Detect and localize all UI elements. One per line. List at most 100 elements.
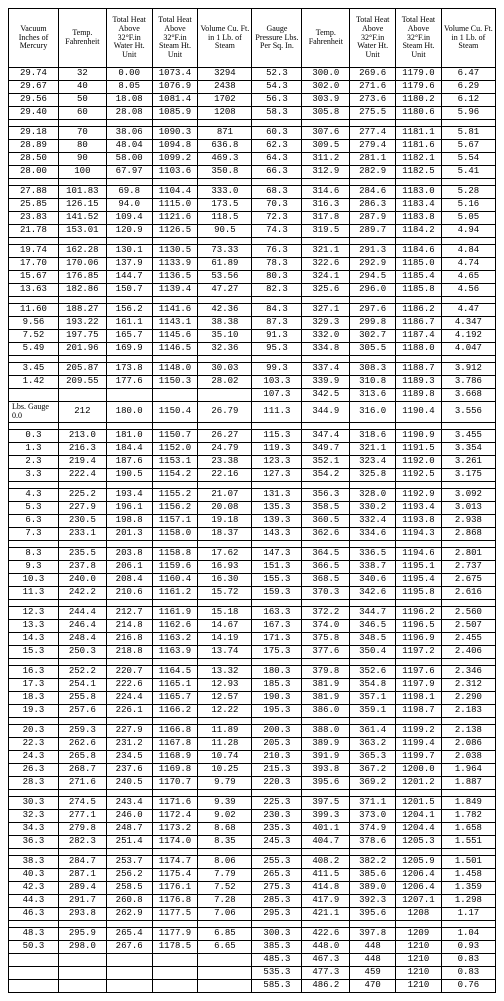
table-cell: 1193.4 <box>396 501 442 514</box>
table-cell: 279.8 <box>58 822 106 835</box>
table-cell: 1150.4 <box>152 402 198 423</box>
table-cell: 395.6 <box>302 776 350 789</box>
table-cell: 1161.9 <box>152 606 198 619</box>
table-cell: 255.3 <box>252 855 302 868</box>
table-cell: 317.8 <box>302 212 350 225</box>
table-cell: 1076.9 <box>152 81 198 94</box>
table-cell: 5.67 <box>441 140 495 153</box>
table-cell: 4.47 <box>441 304 495 317</box>
table-cell: 309.5 <box>302 140 350 153</box>
table-row: 44.3291.7260.81176.87.28285.3417.9392.31… <box>9 894 496 907</box>
table-cell: 67.97 <box>106 166 152 179</box>
table-cell: 115.3 <box>252 429 302 442</box>
table-cell: 265.4 <box>106 927 152 940</box>
table-cell: 1167.8 <box>152 737 198 750</box>
table-cell: 34.3 <box>9 822 59 835</box>
table-cell: 1164.5 <box>152 665 198 678</box>
table-cell: 131.3 <box>252 488 302 501</box>
table-cell: 3.3 <box>9 468 59 481</box>
table-cell: 26.27 <box>198 429 252 442</box>
table-cell: 252.2 <box>58 665 106 678</box>
table-cell: 16.93 <box>198 560 252 573</box>
table-cell: 1172.4 <box>152 809 198 822</box>
table-cell: 347.4 <box>302 429 350 442</box>
table-cell: 1183.4 <box>396 199 442 212</box>
table-cell: 2.086 <box>441 737 495 750</box>
table-cell: 32.36 <box>198 343 252 356</box>
table-cell: 1169.8 <box>152 763 198 776</box>
table-cell: 209.55 <box>58 376 106 389</box>
table-cell: 289.7 <box>350 225 396 238</box>
table-cell: 135.3 <box>252 501 302 514</box>
table-cell: 1210 <box>396 966 442 979</box>
table-cell: 1.887 <box>441 776 495 789</box>
table-row: 5.49201.96169.91146.532.3695.3334.8305.5… <box>9 343 496 356</box>
table-cell: 1191.5 <box>396 442 442 455</box>
table-cell: 8.05 <box>106 81 152 94</box>
table-cell: 7.3 <box>9 527 59 540</box>
table-cell: 4.65 <box>441 271 495 284</box>
table-row: 25.85126.1594.01115.0173.570.3316.3286.3… <box>9 199 496 212</box>
table-row: 16.3252.2220.71164.513.32180.3379.8352.6… <box>9 665 496 678</box>
table-cell: 123.3 <box>252 455 302 468</box>
table-cell: 1085.9 <box>152 107 198 120</box>
table-cell: 1174.0 <box>152 835 198 848</box>
table-cell: 1210 <box>396 940 442 953</box>
table-cell: 282.9 <box>350 166 396 179</box>
table-cell: 477.3 <box>302 966 350 979</box>
table-cell: 0.93 <box>441 940 495 953</box>
table-cell: 18.37 <box>198 527 252 540</box>
table-cell: 1205.3 <box>396 835 442 848</box>
table-cell <box>198 389 252 402</box>
group-separator <box>9 540 496 547</box>
table-cell: 87.3 <box>252 317 302 330</box>
table-cell: 1173.2 <box>152 822 198 835</box>
table-cell: 176.85 <box>58 271 106 284</box>
table-cell: 5.41 <box>441 166 495 179</box>
table-cell: 2.038 <box>441 750 495 763</box>
table-cell <box>58 979 106 992</box>
table-cell: 1133.9 <box>152 258 198 271</box>
table-cell: 16.3 <box>9 665 59 678</box>
table-cell: 197.75 <box>58 330 106 343</box>
table-cell: 1165.7 <box>152 691 198 704</box>
table-cell: 356.3 <box>302 488 350 501</box>
table-cell: 28.50 <box>9 153 59 166</box>
table-row: 34.3279.8248.71173.28.68235.3401.1374.91… <box>9 822 496 835</box>
table-row: 19.74162.28130.11130.573.3376.3321.1291.… <box>9 245 496 258</box>
table-cell <box>58 953 106 966</box>
table-cell: 5.05 <box>441 212 495 225</box>
table-cell: 286.3 <box>350 199 396 212</box>
table-cell <box>152 953 198 966</box>
table-cell: 310.8 <box>350 376 396 389</box>
table-cell: 141.52 <box>58 212 106 225</box>
table-cell: 294.5 <box>350 271 396 284</box>
table-cell: 216.8 <box>106 632 152 645</box>
table-cell: 80.3 <box>252 271 302 284</box>
table-cell: 7.52 <box>9 330 59 343</box>
table-cell: 344.9 <box>302 402 350 423</box>
table-cell: 14.67 <box>198 619 252 632</box>
table-cell: 1188.7 <box>396 363 442 376</box>
table-cell: 1207.1 <box>396 894 442 907</box>
table-cell: 1154.2 <box>152 468 198 481</box>
table-cell: 1155.2 <box>152 488 198 501</box>
table-cell: 414.8 <box>302 881 350 894</box>
table-row: 585.3486.247012100.76 <box>9 979 496 992</box>
table-cell: 4.94 <box>441 225 495 238</box>
table-cell: 1130.5 <box>152 245 198 258</box>
table-cell: 362.6 <box>302 527 350 540</box>
table-cell: 4.047 <box>441 343 495 356</box>
table-cell: 206.1 <box>106 560 152 573</box>
table-cell: 6.3 <box>9 514 59 527</box>
table-cell: 137.9 <box>106 258 152 271</box>
table-cell: 1145.6 <box>152 330 198 343</box>
steam-table: Vacuum Inches of Mercury Temp. Fahrenhei… <box>8 8 496 993</box>
table-cell: 358.5 <box>302 501 350 514</box>
table-cell: 375.8 <box>302 632 350 645</box>
table-cell: 1121.6 <box>152 212 198 225</box>
table-cell: 3.668 <box>441 389 495 402</box>
table-cell: 212.7 <box>106 606 152 619</box>
table-cell: 220.3 <box>252 776 302 789</box>
table-cell: 2.801 <box>441 547 495 560</box>
